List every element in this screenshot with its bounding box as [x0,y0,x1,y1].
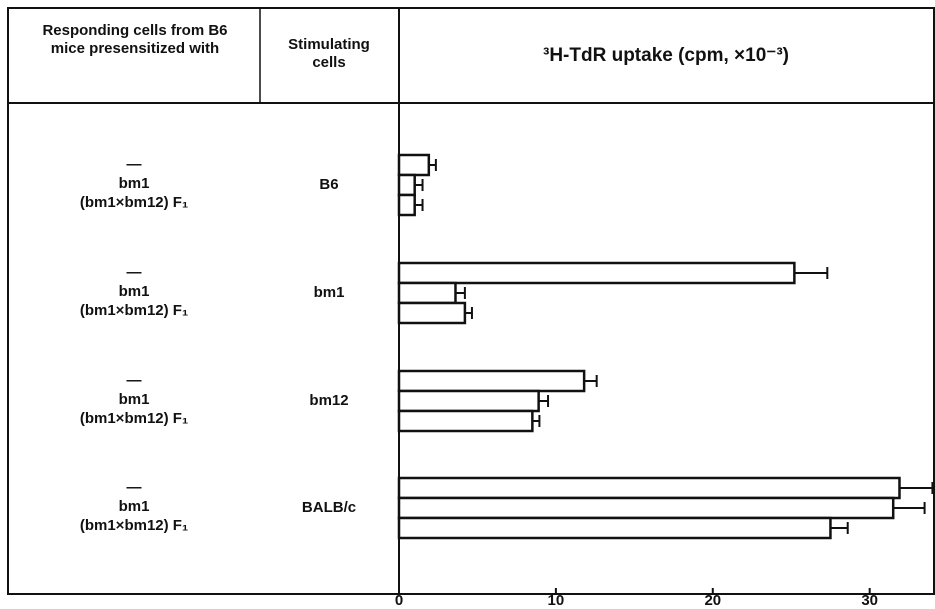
responding-label: — [127,372,142,389]
responding-label: — [127,264,142,281]
responding-label: bm1 [119,175,150,192]
axis-title: ³H-TdR uptake (cpm, ×10⁻³) [543,45,789,66]
error-bar [830,522,849,534]
bar [397,409,534,433]
stimulating-label: bm12 [309,392,348,409]
responding-label: (bm1×bm12) F₁ [80,410,188,427]
error-bar [899,482,934,494]
responding-label: (bm1×bm12) F₁ [80,517,188,534]
error-bar [538,395,550,407]
responding-label: bm1 [119,391,150,408]
bar [397,476,901,500]
x-tick-label: 20 [704,592,721,609]
bar [397,516,832,540]
error-bar [455,287,466,299]
x-tick-label: 10 [548,592,565,609]
error-bar [428,159,437,171]
header-stimulating: Stimulating cells [288,36,370,71]
x-tick-label: 0 [395,592,403,609]
responding-label: — [127,156,142,173]
bar [397,301,467,325]
stimulating-label: BALB/c [302,499,356,516]
bar [397,389,540,413]
error-bar [584,375,598,387]
bar [397,173,416,197]
bar [397,369,586,393]
error-bar [414,199,424,211]
responding-label: (bm1×bm12) F₁ [80,302,188,319]
bar [397,496,895,520]
error-bar [794,267,829,279]
bar [397,261,796,285]
responding-label: — [127,479,142,496]
bar [397,281,457,305]
header-responding: Responding cells from B6 mice presensiti… [42,22,228,57]
x-tick-label: 30 [861,592,878,609]
bar [397,193,416,217]
stimulating-label: B6 [319,176,338,193]
stimulating-label: bm1 [314,284,345,301]
error-bar [464,307,473,319]
error-bar [532,415,541,427]
error-bar [414,179,424,191]
bar [397,153,431,177]
error-bar [893,502,926,514]
responding-label: bm1 [119,283,150,300]
responding-label: (bm1×bm12) F₁ [80,194,188,211]
responding-label: bm1 [119,498,150,515]
frame [7,7,935,595]
